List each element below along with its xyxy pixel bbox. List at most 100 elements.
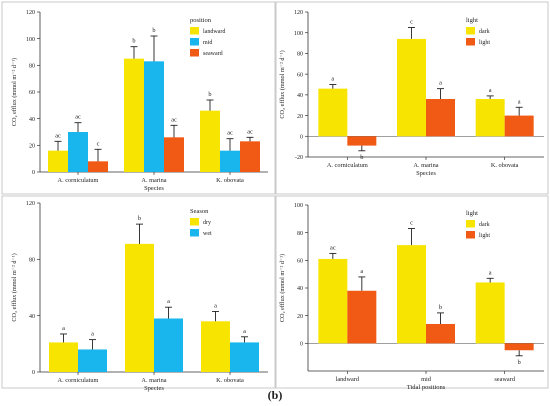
chart-panel-4: 0 20 40 60 80 100 CO₂ efflux (mmol m⁻² d⁻¹) lan… bbox=[275, 195, 549, 391]
legend-title: position bbox=[190, 17, 212, 24]
significance-letter: ac bbox=[55, 132, 61, 139]
y-tick-label: 0 bbox=[300, 134, 303, 140]
y-tick-label: 20 bbox=[29, 144, 35, 150]
y-tick-label: 20 bbox=[297, 314, 303, 320]
y-tick-label: 60 bbox=[297, 72, 303, 78]
y-tick-label: 20 bbox=[297, 114, 303, 120]
bar bbox=[230, 342, 259, 372]
x-axis-label: Species bbox=[144, 385, 164, 392]
bar bbox=[240, 141, 260, 172]
x-axis-label: Tidal positions bbox=[407, 384, 446, 391]
bar bbox=[318, 258, 348, 344]
y-tick-label: 120 bbox=[26, 201, 35, 207]
x-tick-label: A. corniculatum bbox=[58, 377, 99, 384]
legend-label: mid bbox=[203, 40, 212, 46]
significance-letter: b bbox=[132, 38, 135, 45]
bar bbox=[504, 343, 534, 351]
bar bbox=[88, 161, 108, 172]
bar bbox=[78, 349, 107, 372]
bar bbox=[397, 38, 426, 137]
bar bbox=[164, 137, 184, 172]
x-tick-label: landward bbox=[336, 376, 360, 383]
legend-swatch bbox=[190, 218, 199, 226]
y-axis-label: CO₂ efflux (mmol m⁻² d⁻¹) bbox=[279, 50, 286, 118]
significance-letter: b bbox=[360, 154, 363, 161]
y-tick-label: 80 bbox=[29, 258, 35, 264]
significance-letter: a bbox=[167, 298, 170, 305]
x-axis-label: Species bbox=[416, 170, 436, 177]
legend-swatch bbox=[466, 231, 475, 239]
bar bbox=[426, 323, 455, 344]
chart-panel-3: 0 40 80 120 CO₂ efflux (mmol m⁻² d⁻¹) A. corn… bbox=[1, 195, 276, 392]
y-axis-label: CO₂ efflux (mmol m⁻² d⁻¹) bbox=[11, 253, 18, 321]
x-tick-label: A. marina bbox=[141, 177, 166, 184]
x-axis-label: Species bbox=[144, 185, 164, 192]
figure-caption: (b) bbox=[267, 388, 283, 402]
significance-letter: b bbox=[518, 359, 521, 366]
bar bbox=[397, 245, 426, 344]
bar bbox=[318, 88, 348, 137]
significance-letter: ac bbox=[227, 130, 233, 137]
bar bbox=[200, 110, 220, 172]
significance-letter: a bbox=[62, 325, 65, 332]
legend-label: wet bbox=[203, 231, 212, 237]
bar bbox=[124, 58, 144, 172]
legend-label: light bbox=[479, 40, 490, 46]
y-tick-label: 120 bbox=[294, 10, 303, 16]
legend-swatch bbox=[466, 220, 475, 228]
legend-label: dark bbox=[479, 29, 490, 35]
y-tick-label: 0 bbox=[32, 170, 35, 176]
y-tick-label: 0 bbox=[32, 370, 35, 376]
x-tick-label: K. obovata bbox=[216, 177, 244, 184]
bar bbox=[347, 290, 377, 344]
panel-frame bbox=[1, 1, 276, 195]
legend-title: Season bbox=[190, 208, 209, 215]
legend-label: landward bbox=[203, 29, 225, 35]
panel-frame bbox=[275, 1, 549, 195]
bar bbox=[144, 61, 164, 173]
bar bbox=[201, 321, 230, 372]
chart-panel-2: -20 0 20 40 60 80 100 120 CO₂ efflux (mmol m⁻² d… bbox=[275, 1, 549, 195]
y-tick-label: -20 bbox=[295, 155, 303, 161]
y-tick-label: 60 bbox=[297, 259, 303, 265]
significance-letter: a bbox=[489, 87, 492, 94]
significance-letter: b bbox=[439, 304, 442, 311]
significance-letter: a bbox=[214, 302, 217, 309]
significance-letter: a bbox=[518, 98, 521, 105]
significance-letter: b bbox=[138, 215, 141, 222]
y-tick-label: 40 bbox=[29, 117, 35, 123]
x-tick-label: A. corniculatum bbox=[58, 177, 99, 184]
x-tick-label: K. obovata bbox=[216, 377, 244, 384]
y-tick-label: 60 bbox=[29, 90, 35, 96]
bar bbox=[48, 150, 68, 172]
legend-title: light bbox=[466, 210, 478, 217]
bar bbox=[68, 132, 88, 172]
bar bbox=[125, 243, 154, 372]
bar bbox=[154, 318, 183, 372]
panel-frame bbox=[275, 195, 549, 389]
x-tick-label: mid bbox=[421, 376, 432, 383]
panel-frame bbox=[1, 195, 276, 389]
significance-letter: a bbox=[439, 80, 442, 87]
significance-letter: c bbox=[410, 19, 413, 26]
significance-letter: a bbox=[243, 328, 246, 335]
significance-letter: b bbox=[152, 27, 155, 34]
legend-label: dry bbox=[203, 220, 211, 226]
y-tick-label: 40 bbox=[29, 314, 35, 320]
y-tick-label: 100 bbox=[26, 37, 35, 43]
x-tick-label: A. marina bbox=[141, 377, 166, 384]
legend-swatch bbox=[190, 27, 199, 35]
significance-letter: ac bbox=[330, 244, 336, 251]
significance-letter: ac bbox=[247, 128, 253, 135]
legend-swatch bbox=[190, 38, 199, 46]
y-tick-label: 40 bbox=[297, 286, 303, 292]
legend-label: seaward bbox=[203, 51, 223, 57]
bar bbox=[347, 136, 377, 146]
bar bbox=[475, 99, 505, 137]
x-tick-label: A. corniculatum bbox=[327, 162, 368, 169]
significance-letter: a bbox=[489, 269, 492, 276]
significance-letter: a bbox=[360, 268, 363, 275]
y-tick-label: 100 bbox=[294, 203, 303, 209]
